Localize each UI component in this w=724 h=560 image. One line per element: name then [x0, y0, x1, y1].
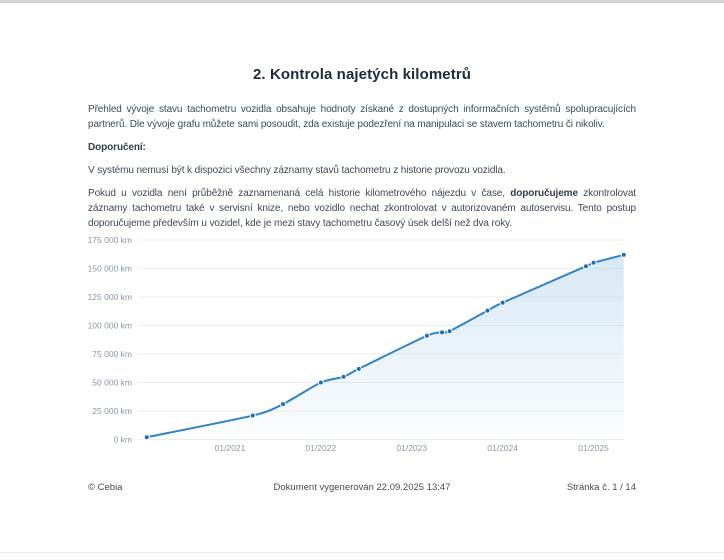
chart-data-point: [582, 263, 589, 270]
footer-generated-timestamp: Dokument vygenerován 22.09.2025 13:47: [273, 482, 451, 493]
chart-data-point: [484, 307, 491, 314]
chart-data-point: [439, 329, 446, 336]
recommendation-text-end: zkontrolovat záznamy tachometru také v s…: [88, 188, 636, 229]
chart-data-point: [499, 299, 506, 306]
chart-data-point: [620, 251, 627, 258]
chart-x-tick-label: 01/2023: [396, 443, 427, 453]
chart-y-tick-label: 75 000 km: [92, 349, 132, 359]
intro-paragraph: Přehled vývoje stavu tachometru vozidla …: [88, 104, 636, 130]
chart-x-tick-label: 01/2024: [487, 443, 518, 453]
chart-data-point: [143, 434, 150, 441]
chart-y-tick-label: 0 km: [114, 435, 132, 445]
chart-data-point: [340, 373, 347, 380]
chart-y-tick-label: 25 000 km: [92, 406, 132, 416]
recommendation-text-bold: doporučujeme: [510, 188, 578, 199]
recommendation-paragraph: Pokud u vozidla není průběžně zaznamenan…: [88, 186, 636, 231]
chart-y-tick-label: 150 000 km: [88, 264, 132, 274]
chart-data-point: [423, 332, 430, 339]
recommendation-text-start: Pokud u vozidla není průběžně zaznamenan…: [88, 188, 511, 199]
chart-data-point: [355, 365, 362, 372]
chart-y-tick-label: 125 000 km: [88, 292, 132, 302]
footer-copyright: © Cebia: [88, 482, 123, 493]
odometer-history-chart: 0 km 25 000 km 50 000 km 75 000 km 100 000 k…: [88, 230, 636, 462]
chart-data-point: [280, 401, 287, 408]
chart-y-tick-label: 50 000 km: [92, 378, 132, 388]
chart-data-point: [249, 412, 256, 419]
chart-x-tick-label: 01/2025: [578, 443, 609, 453]
intro-text-block: Přehled vývoje stavu tachometru vozidla …: [88, 102, 636, 239]
chart-x-tick-label: 01/2022: [306, 443, 337, 453]
chart-y-tick-label: 175 000 km: [88, 235, 132, 245]
chart-data-point: [446, 328, 453, 335]
window-top-edge: [0, 0, 724, 3]
chart-data-point: [317, 379, 324, 386]
recommendation-label: Doporučení:: [88, 142, 146, 153]
system-note-paragraph: V systému nemusí být k dispozici všechny…: [88, 165, 506, 176]
chart-data-point: [590, 259, 597, 266]
chart-y-tick-label: 100 000 km: [88, 321, 132, 331]
chart-area-fill: [146, 254, 624, 440]
odometer-chart-svg: 0 km 25 000 km 50 000 km 75 000 km 100 000 k…: [88, 235, 627, 453]
chart-x-tick-label: 01/2021: [215, 443, 246, 453]
page-title: 2. Kontrola najetých kilometrů: [252, 66, 472, 83]
page-footer: © Cebia Dokument vygenerován 22.09.2025 …: [88, 482, 636, 496]
page-bottom-edge: [0, 552, 724, 560]
footer-page-number: Stránka č. 1 / 14: [566, 482, 636, 493]
